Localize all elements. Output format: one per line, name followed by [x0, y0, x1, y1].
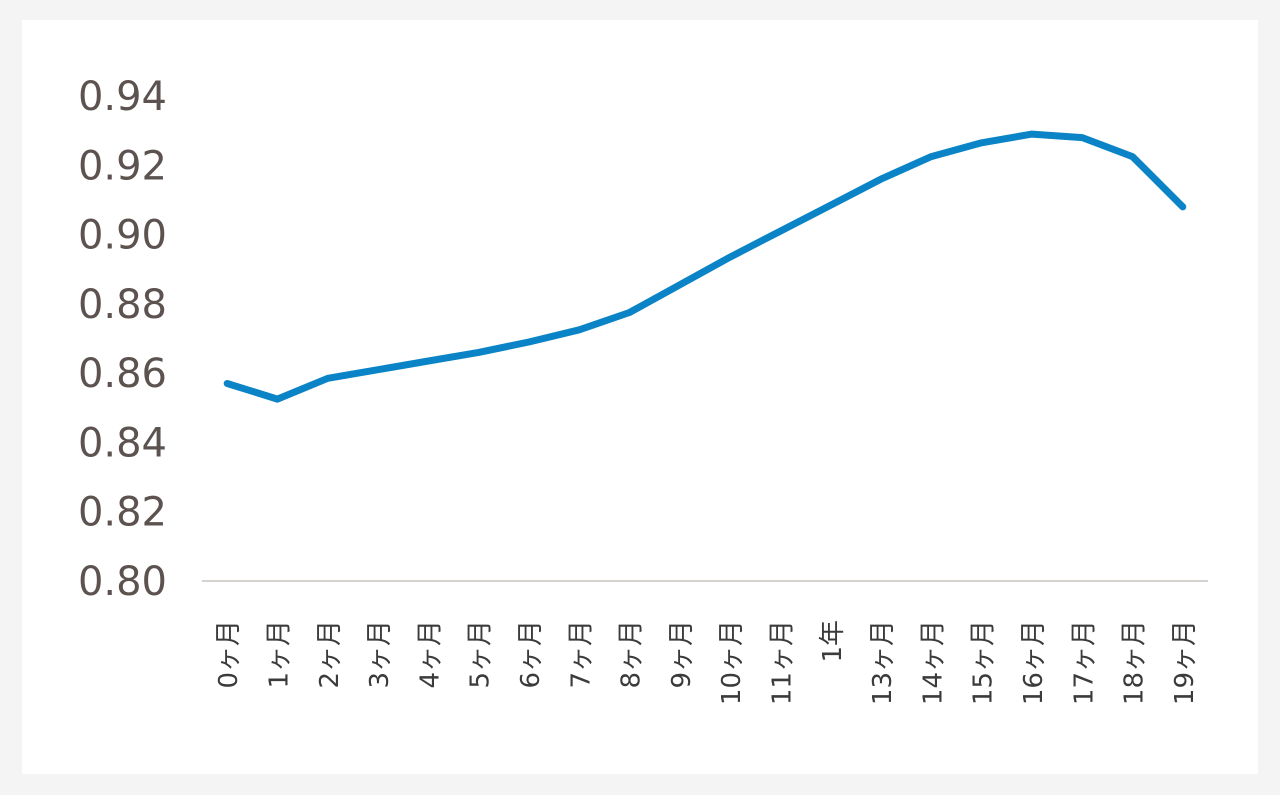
data-point: [427, 360, 429, 362]
x-tick-label: 19ヶ月: [1170, 620, 1200, 705]
x-tick-label: 17ヶ月: [1069, 620, 1099, 705]
data-point: [377, 369, 379, 371]
data-point: [276, 398, 278, 400]
plot-area: [223, 130, 1187, 403]
x-tick-label: 1ヶ月: [264, 620, 294, 689]
x-tick-label: 7ヶ月: [566, 620, 596, 689]
series-line: [223, 130, 1187, 403]
data-point: [629, 312, 631, 314]
data-point: [1081, 137, 1083, 139]
x-tick-label: 1年: [818, 620, 848, 663]
data-point: [981, 142, 983, 144]
y-tick-label: 0.80: [78, 559, 167, 605]
chart-card: 0.80 0.82 0.84 0.86 0.88 0.90 0.92 0.94 0ヶ月 1ヶ月 2…: [22, 20, 1258, 774]
x-tick-label: 9ヶ月: [667, 620, 697, 689]
y-tick-label: 0.88: [78, 282, 167, 328]
x-tick-label: 15ヶ月: [969, 620, 999, 705]
x-tick-label: 6ヶ月: [516, 620, 546, 689]
data-point: [880, 178, 882, 180]
data-point: [1031, 133, 1033, 135]
data-point: [679, 284, 681, 286]
x-tick-label: 4ヶ月: [415, 620, 445, 689]
x-tick-label: 18ヶ月: [1120, 620, 1150, 705]
data-point: [779, 230, 781, 232]
x-tick-label: 8ヶ月: [617, 620, 647, 689]
data-point: [478, 351, 480, 353]
y-tick-label: 0.86: [78, 351, 167, 397]
data-point: [830, 204, 832, 206]
x-tick-label: 5ヶ月: [466, 620, 496, 689]
data-point: [226, 383, 228, 385]
x-tick-label: 14ヶ月: [918, 620, 948, 705]
x-tick-label: 10ヶ月: [717, 620, 747, 705]
y-tick-label: 0.84: [78, 420, 167, 466]
data-point: [1132, 156, 1134, 158]
data-point: [528, 341, 530, 343]
data-point: [930, 156, 932, 158]
x-axis: 0ヶ月 1ヶ月 2ヶ月 3ヶ月 4ヶ月 5ヶ月 6ヶ月 7ヶ月 8ヶ月 9ヶ月 10ヶ月 11ヶ月 1年…: [202, 580, 1208, 705]
data-point: [1182, 206, 1184, 208]
y-axis: 0.80 0.82 0.84 0.86 0.88 0.90 0.92 0.94: [78, 74, 167, 605]
x-tick-label: 11ヶ月: [767, 620, 797, 705]
y-tick-label: 0.92: [78, 143, 167, 189]
y-tick-label: 0.94: [78, 74, 167, 120]
data-point: [729, 256, 731, 258]
data-point: [327, 377, 329, 379]
y-tick-label: 0.90: [78, 213, 167, 259]
line-chart: 0.80 0.82 0.84 0.86 0.88 0.90 0.92 0.94 0ヶ月 1ヶ月 2…: [78, 74, 1208, 705]
x-tick-label: 16ヶ月: [1019, 620, 1049, 705]
x-tick-label: 0ヶ月: [214, 620, 244, 689]
x-tick-label: 3ヶ月: [365, 620, 395, 689]
x-tick-label: 2ヶ月: [315, 620, 345, 689]
y-tick-label: 0.82: [78, 490, 167, 536]
data-point: [578, 329, 580, 331]
x-tick-label: 13ヶ月: [868, 620, 898, 705]
